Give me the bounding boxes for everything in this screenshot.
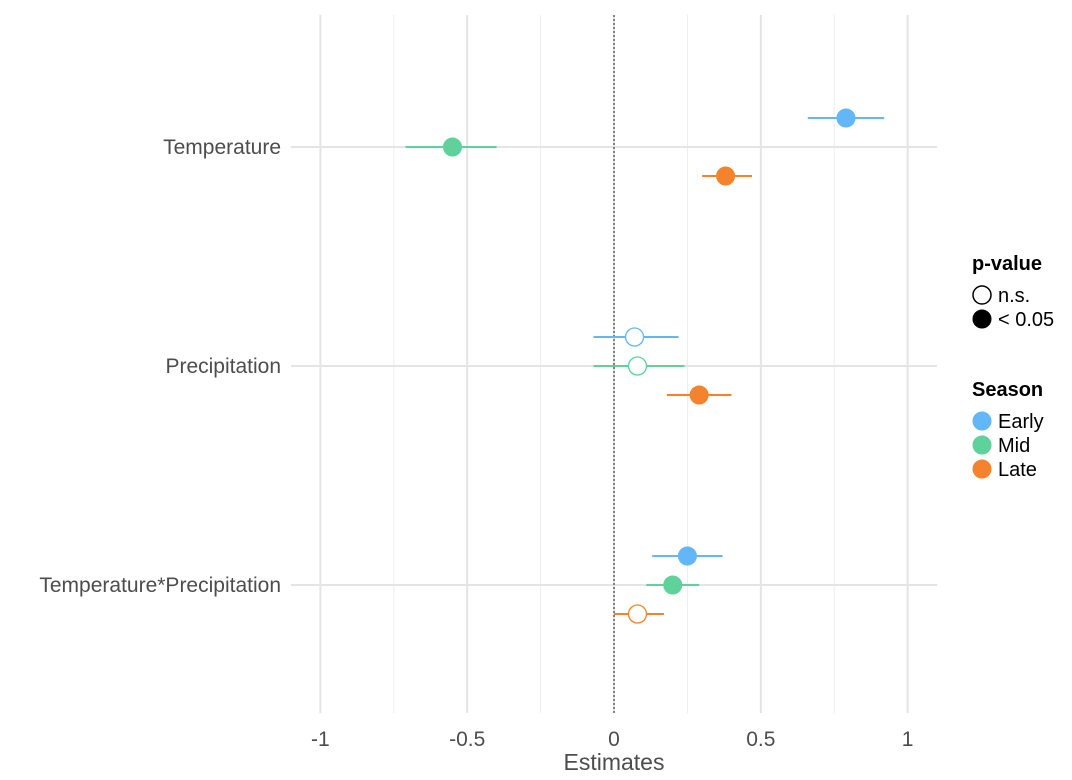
legend-label-0-1: < 0.05 xyxy=(998,309,1054,331)
x-tick-label-4: 1 xyxy=(902,728,914,751)
legend-label-1-1: Mid xyxy=(998,435,1030,457)
legend-title-1: Season xyxy=(972,379,1043,401)
point-late-0 xyxy=(716,166,736,186)
legend-key-1-0 xyxy=(972,411,992,431)
x-tick-labels: -1 -0.5 0 0.5 1 xyxy=(311,728,913,751)
legend-key-0-1 xyxy=(972,309,992,329)
y-tick-labels: Temperature Precipitation Temperature*Prec… xyxy=(39,136,281,597)
point-early-1 xyxy=(624,327,645,347)
point-late-2 xyxy=(627,604,648,624)
legend-key-0-0 xyxy=(972,285,992,305)
legend-title-0: p-value xyxy=(972,253,1042,275)
x-tick-label-3: 0.5 xyxy=(746,728,775,751)
legend-key-1-2 xyxy=(972,459,992,479)
point-early-2 xyxy=(677,546,697,566)
legend-label-1-2: Late xyxy=(998,459,1037,481)
point-mid-0 xyxy=(443,137,462,157)
point-mid-1 xyxy=(627,356,648,376)
point-mid-2 xyxy=(663,575,683,595)
y-tick-label-0: Temperature xyxy=(163,136,281,159)
point-early-0 xyxy=(836,108,856,128)
point-late-1 xyxy=(689,385,709,405)
x-tick-label-0: -1 xyxy=(311,728,330,751)
x-axis-title: Estimates xyxy=(564,749,665,775)
y-tick-label-2: Temperature*Precipitation xyxy=(39,574,281,597)
x-tick-label-1: -0.5 xyxy=(449,728,485,751)
y-tick-label-1: Precipitation xyxy=(165,355,281,378)
x-tick-label-2: 0 xyxy=(608,728,620,751)
legend-label-0-0: n.s. xyxy=(998,285,1030,307)
legend-key-1-1 xyxy=(972,435,992,455)
data-layer xyxy=(405,108,885,624)
legend-label-1-0: Early xyxy=(998,411,1044,433)
